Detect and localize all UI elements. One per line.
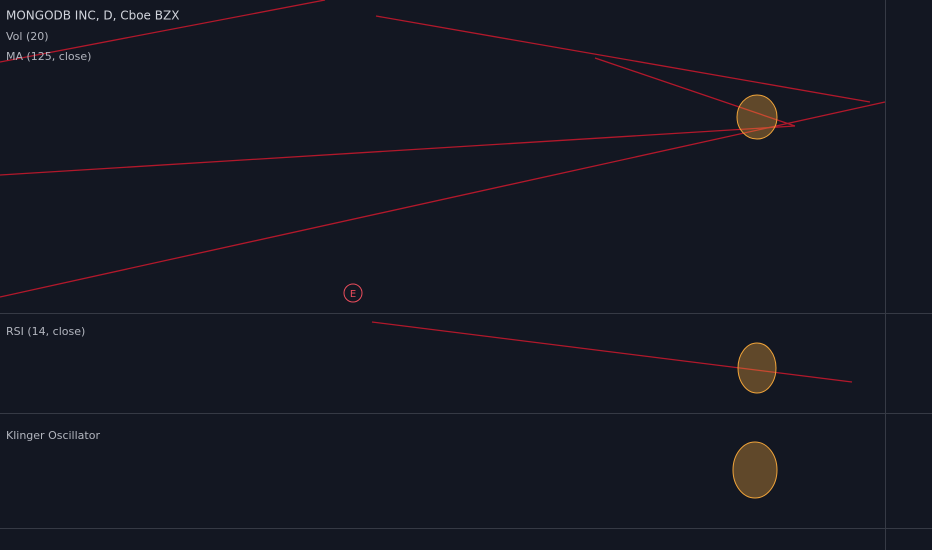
highlight-ellipse [737,342,777,394]
highlight-ellipse [732,441,778,499]
highlight-ellipse [736,94,778,140]
rsi-title: RSI (14, close) [6,325,85,338]
symbol-title: MONGODB INC, D, Cboe BZX [6,9,179,23]
klinger-title: Klinger Oscillator [6,429,100,442]
earnings-marker[interactable] [343,283,363,303]
ma-legend: MA (125, close) [6,50,91,63]
trend-line [375,15,871,103]
earnings-label[interactable]: E [350,289,356,300]
rsi-trend-line [371,321,853,383]
labels: MONGODB INC, D, Cboe BZX Vol (20) MA (12… [6,9,179,443]
trend-line [594,57,796,127]
drawings: E [0,0,886,499]
trend-line [0,101,886,298]
volume-legend: Vol (20) [6,30,49,43]
trend-line [0,0,326,63]
trend-line [0,125,796,176]
